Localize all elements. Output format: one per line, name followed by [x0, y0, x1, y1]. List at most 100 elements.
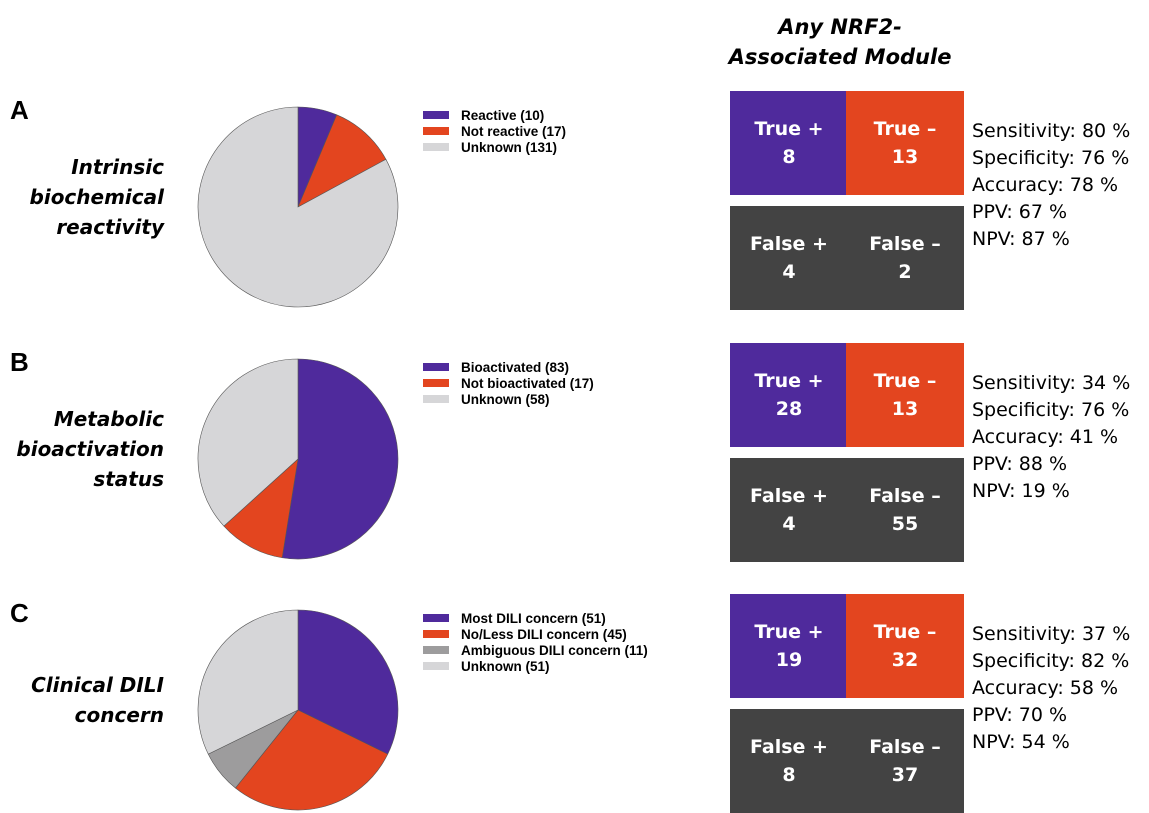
- legend-label: No/Less DILI concern (45): [461, 626, 627, 642]
- performance-metrics: Sensitivity: 80 % Specificity: 76 % Accura…: [972, 118, 1130, 253]
- metric-line: PPV: 88 %: [972, 453, 1068, 475]
- legend-item: Not bioactivated (17): [423, 375, 594, 391]
- legend-label: Not bioactivated (17): [461, 375, 594, 391]
- pie-chart: [197, 358, 399, 560]
- metric-line: Accuracy: 78 %: [972, 174, 1119, 196]
- confusion-cell-label: True +: [754, 370, 824, 392]
- confusion-cell-count: 4: [782, 261, 796, 283]
- row-title-line: biochemical: [29, 185, 164, 209]
- legend-item: Unknown (131): [423, 139, 566, 155]
- confusion-cell-count: 32: [891, 649, 919, 671]
- row-title-line: Metabolic: [53, 407, 164, 431]
- confusion-cell-count: 8: [782, 146, 796, 168]
- confusion-cell-count: 37: [891, 764, 919, 786]
- legend-item: Unknown (51): [423, 658, 648, 674]
- confusion-cell-tp: True + 28: [730, 343, 848, 447]
- pie-slice: [297, 114, 387, 208]
- confusion-cell-label: False +: [750, 485, 828, 507]
- metric-line: Accuracy: 58 %: [972, 677, 1119, 699]
- column-header-line-2: Associated Module: [728, 45, 952, 69]
- row-title-line: Clinical DILI: [31, 673, 164, 697]
- row-title-line: Intrinsic: [71, 155, 164, 179]
- confusion-cell-label: False +: [750, 736, 828, 758]
- performance-metrics: Sensitivity: 34 % Specificity: 76 % Accura…: [972, 370, 1130, 505]
- confusion-cell-tp: True + 8: [730, 91, 848, 195]
- confusion-cell-fn: False – 2: [846, 206, 964, 310]
- confusion-cell-tn: True – 13: [846, 343, 964, 447]
- metric-line: NPV: 19 %: [972, 480, 1070, 502]
- confusion-cell-count: 2: [898, 261, 912, 283]
- pie-slice: [235, 709, 389, 811]
- row-title-line: bioactivation: [16, 437, 164, 461]
- confusion-cell-count: 19: [775, 649, 803, 671]
- confusion-cell-label: False –: [869, 736, 941, 758]
- legend-swatch: [423, 111, 449, 119]
- confusion-cell-label: True +: [754, 621, 824, 643]
- metric-line: Specificity: 76 %: [972, 399, 1130, 421]
- confusion-cell-count: 28: [775, 398, 803, 420]
- confusion-cell-fn: False – 55: [846, 458, 964, 562]
- row-title: Clinical DILI concern: [0, 670, 164, 730]
- confusion-cell-label: True –: [873, 118, 937, 140]
- confusion-cell-label: False +: [750, 233, 828, 255]
- confusion-cell-fn: False – 37: [846, 709, 964, 813]
- metric-line: PPV: 70 %: [972, 704, 1068, 726]
- metric-line: Specificity: 82 %: [972, 650, 1130, 672]
- pie-legend: Bioactivated (83) Not bioactivated (17) Un…: [423, 359, 594, 407]
- row-title-line: concern: [74, 703, 164, 727]
- legend-label: Unknown (131): [461, 139, 558, 155]
- confusion-cell-fp: False + 4: [730, 458, 848, 562]
- legend-swatch: [423, 630, 449, 638]
- metric-line: Accuracy: 41 %: [972, 426, 1119, 448]
- legend-label: Reactive (10): [461, 107, 545, 123]
- pie-slice: [223, 458, 299, 559]
- pie-legend: Most DILI concern (51) No/Less DILI conce…: [423, 610, 648, 674]
- pie-slice: [197, 358, 299, 527]
- legend-label: Ambiguous DILI concern (11): [461, 642, 648, 658]
- legend-item: No/Less DILI concern (45): [423, 626, 648, 642]
- legend-swatch: [423, 363, 449, 371]
- pie-slice: [281, 358, 399, 560]
- panel-letter: C: [10, 598, 29, 628]
- legend-item: Ambiguous DILI concern (11): [423, 642, 648, 658]
- confusion-cell-count: 55: [891, 513, 919, 535]
- column-header-line-1: Any NRF2-: [778, 15, 902, 39]
- performance-metrics: Sensitivity: 37 % Specificity: 82 % Accura…: [972, 621, 1130, 756]
- confusion-cell-label: False –: [869, 233, 941, 255]
- confusion-cell-label: True –: [873, 621, 937, 643]
- metric-line: Sensitivity: 37 %: [972, 623, 1131, 645]
- row-title-line: reactivity: [56, 215, 164, 239]
- legend-swatch: [423, 395, 449, 403]
- pie-chart: [197, 106, 399, 308]
- pie-slice: [297, 609, 399, 755]
- legend-label: Unknown (51): [461, 658, 550, 674]
- legend-swatch: [423, 662, 449, 670]
- metric-line: NPV: 87 %: [972, 228, 1070, 250]
- pie-legend: Reactive (10) Not reactive (17) Unknown (1…: [423, 107, 566, 155]
- confusion-cell-label: True +: [754, 118, 824, 140]
- legend-item: Not reactive (17): [423, 123, 566, 139]
- metric-line: Sensitivity: 80 %: [972, 120, 1131, 142]
- metric-line: PPV: 67 %: [972, 201, 1068, 223]
- panel-letter: A: [10, 95, 29, 125]
- row-title-line: status: [93, 467, 164, 491]
- confusion-cell-fp: False + 4: [730, 206, 848, 310]
- legend-label: Not reactive (17): [461, 123, 567, 139]
- legend-swatch: [423, 127, 449, 135]
- pie-slice: [197, 609, 299, 755]
- confusion-cell-count: 13: [891, 146, 919, 168]
- confusion-cell-tp: True + 19: [730, 594, 848, 698]
- metric-line: Sensitivity: 34 %: [972, 372, 1131, 394]
- legend-item: Unknown (58): [423, 391, 594, 407]
- metric-line: NPV: 54 %: [972, 731, 1070, 753]
- row-title: Metabolic bioactivation status: [0, 404, 164, 494]
- legend-swatch: [423, 614, 449, 622]
- legend-item: Reactive (10): [423, 107, 566, 123]
- row-title: Intrinsic biochemical reactivity: [0, 152, 164, 242]
- confusion-cell-tn: True – 13: [846, 91, 964, 195]
- confusion-cell-count: 4: [782, 513, 796, 535]
- legend-item: Most DILI concern (51): [423, 610, 648, 626]
- pie-chart: [197, 609, 399, 811]
- column-header: Any NRF2- Associated Module: [720, 12, 960, 72]
- metric-line: Specificity: 76 %: [972, 147, 1130, 169]
